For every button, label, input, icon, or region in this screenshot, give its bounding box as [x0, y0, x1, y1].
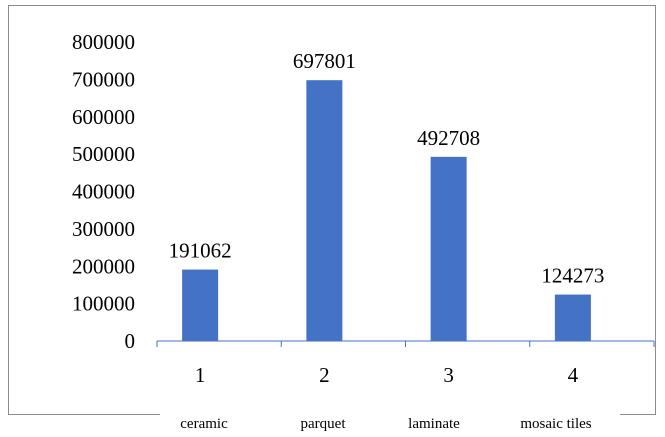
- x-tick-label: 2: [319, 363, 330, 387]
- bars: [182, 80, 591, 342]
- data-label: 697801: [293, 49, 356, 73]
- category-name: mosaic tiles: [520, 416, 592, 432]
- y-tick-label: 300000: [72, 217, 135, 241]
- bar: [306, 80, 343, 342]
- y-tick-label: 600000: [72, 105, 135, 129]
- category-name: parquet: [300, 416, 346, 432]
- x-tick-label: 1: [195, 363, 206, 387]
- category-names: ceramic parquet laminate mosaic tiles: [160, 402, 620, 432]
- y-tick-label: 200000: [72, 254, 135, 278]
- x-axis-ticks: 1 2 3 4: [156, 341, 655, 387]
- y-tick-label: 400000: [72, 180, 135, 204]
- data-labels: 191062 697801 492708 124273: [169, 49, 605, 287]
- bar: [554, 294, 591, 341]
- category-name: ceramic: [180, 416, 228, 432]
- bar: [430, 156, 467, 341]
- category-name: laminate: [408, 416, 460, 432]
- data-label: 492708: [417, 126, 480, 150]
- data-label: 124273: [541, 264, 604, 288]
- y-tick-label: 500000: [72, 142, 135, 166]
- y-axis-ticks: 0 100000 200000 300000 400000 500000 600000 700…: [72, 30, 135, 353]
- x-tick-label: 3: [443, 363, 454, 387]
- x-tick-label: 4: [568, 363, 579, 387]
- bar: [182, 269, 219, 341]
- y-tick-label: 0: [125, 329, 136, 353]
- y-tick-label: 100000: [72, 292, 135, 316]
- y-tick-label: 700000: [72, 67, 135, 91]
- y-tick-label: 800000: [72, 30, 135, 54]
- data-label: 191062: [169, 239, 232, 263]
